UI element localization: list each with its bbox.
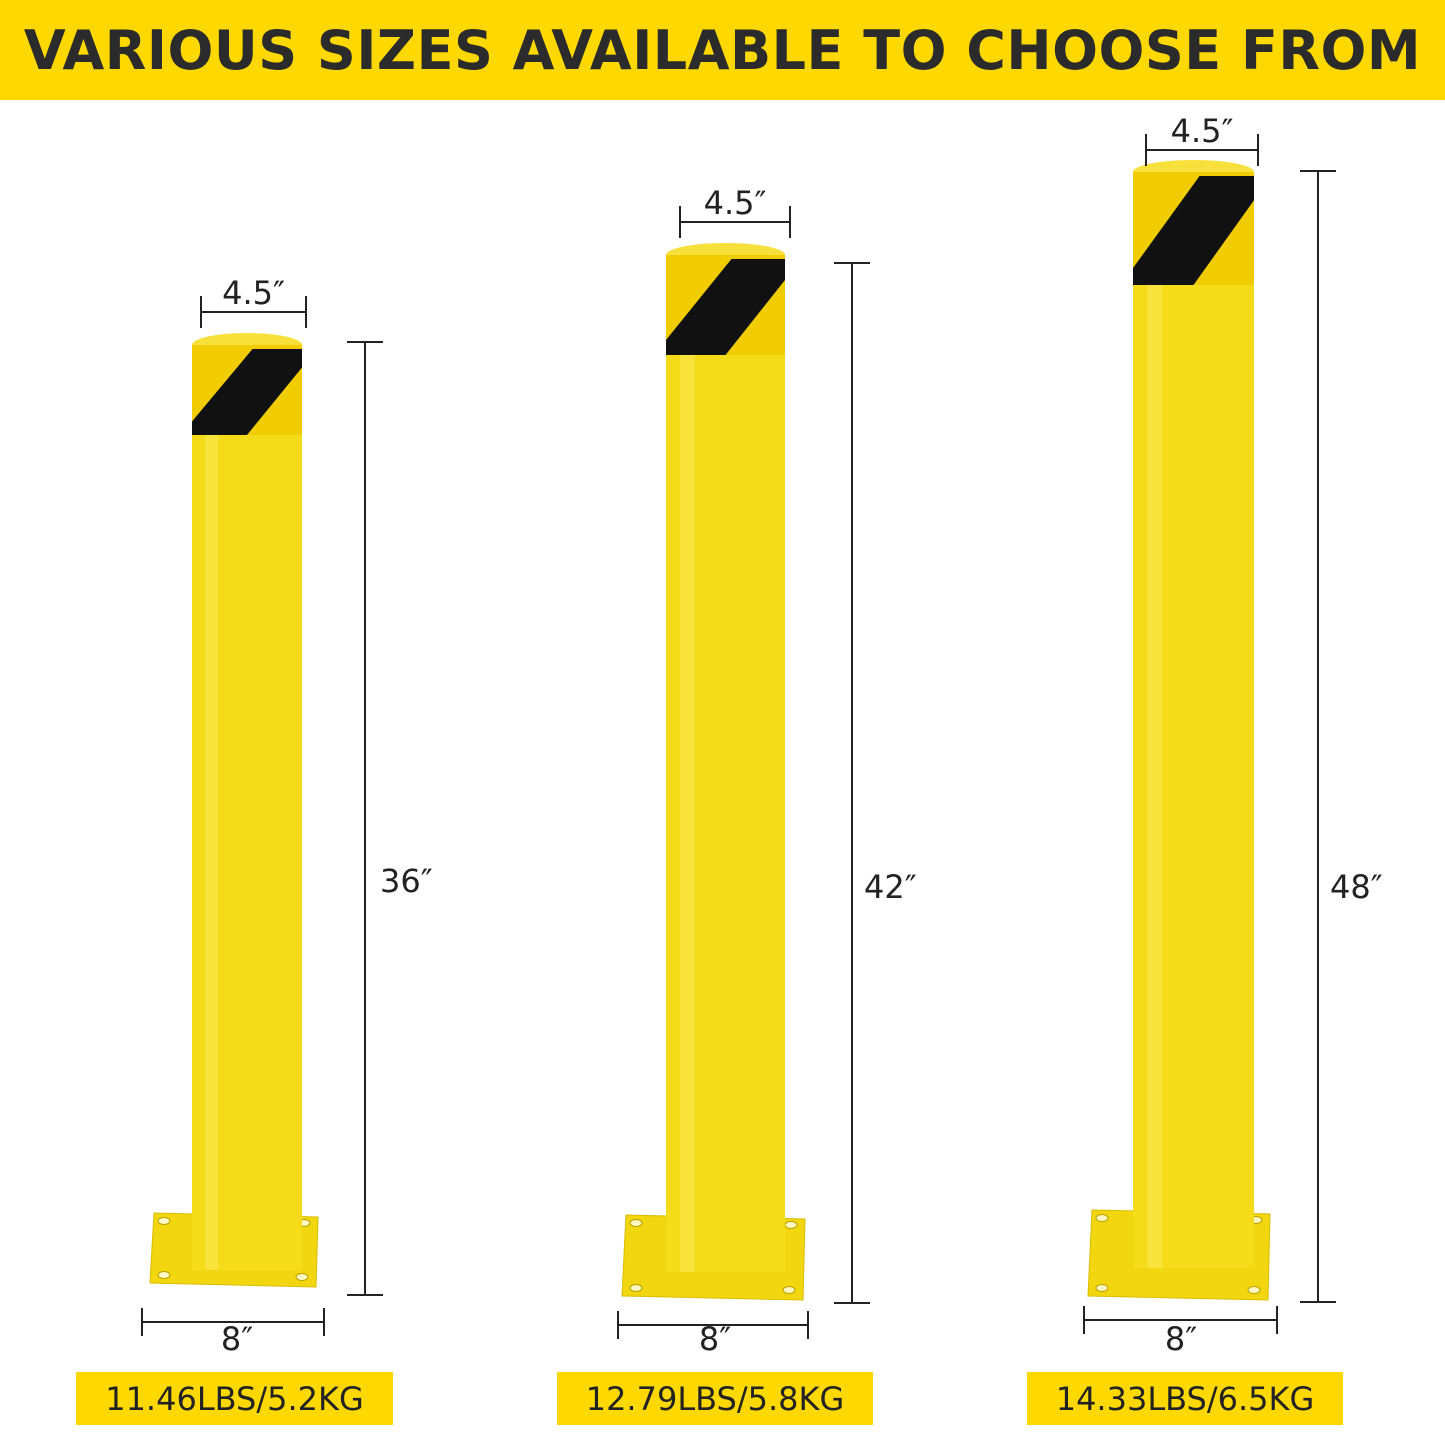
bolt-hole-icon: [784, 1221, 798, 1229]
height-label-3: 48″: [1330, 868, 1383, 906]
diameter-label-3: 4.5″: [1171, 112, 1234, 150]
bolt-hole-icon: [782, 1286, 796, 1294]
bolt-hole-icon: [1247, 1286, 1261, 1294]
hazard-stripe-3: [1133, 176, 1254, 285]
base-label-1: 8″: [221, 1320, 253, 1358]
base-label-2: 8″: [699, 1320, 731, 1358]
height-label-1: 36″: [380, 862, 433, 900]
diameter-label-1: 4.5″: [222, 274, 285, 312]
weight-label-3: 14.33LBS/6.5KG: [1027, 1372, 1343, 1425]
pipe-highlight: [680, 255, 695, 1272]
bolt-hole-icon: [1095, 1284, 1109, 1292]
height-label-2: 42″: [864, 868, 917, 906]
bolt-hole-icon: [629, 1219, 643, 1227]
hazard-stripe-1: [192, 349, 302, 435]
banner: VARIOUS SIZES AVAILABLE TO CHOOSE FROM: [0, 0, 1445, 100]
banner-title: VARIOUS SIZES AVAILABLE TO CHOOSE FROM: [23, 18, 1422, 82]
diameter-label-2: 4.5″: [704, 184, 767, 222]
bolt-hole-icon: [1095, 1214, 1109, 1222]
base-label-3: 8″: [1165, 1320, 1197, 1358]
bolt-hole-icon: [629, 1284, 643, 1292]
bolt-hole-icon: [157, 1217, 171, 1225]
pipe-highlight: [205, 345, 219, 1270]
weight-label-2: 12.79LBS/5.8KG: [557, 1372, 873, 1425]
bolt-hole-icon: [295, 1273, 309, 1281]
hazard-stripe-2: [666, 259, 785, 355]
pipe-highlight: [1147, 172, 1163, 1268]
bolt-hole-icon: [157, 1271, 171, 1279]
weight-label-1: 11.46LBS/5.2KG: [76, 1372, 393, 1425]
